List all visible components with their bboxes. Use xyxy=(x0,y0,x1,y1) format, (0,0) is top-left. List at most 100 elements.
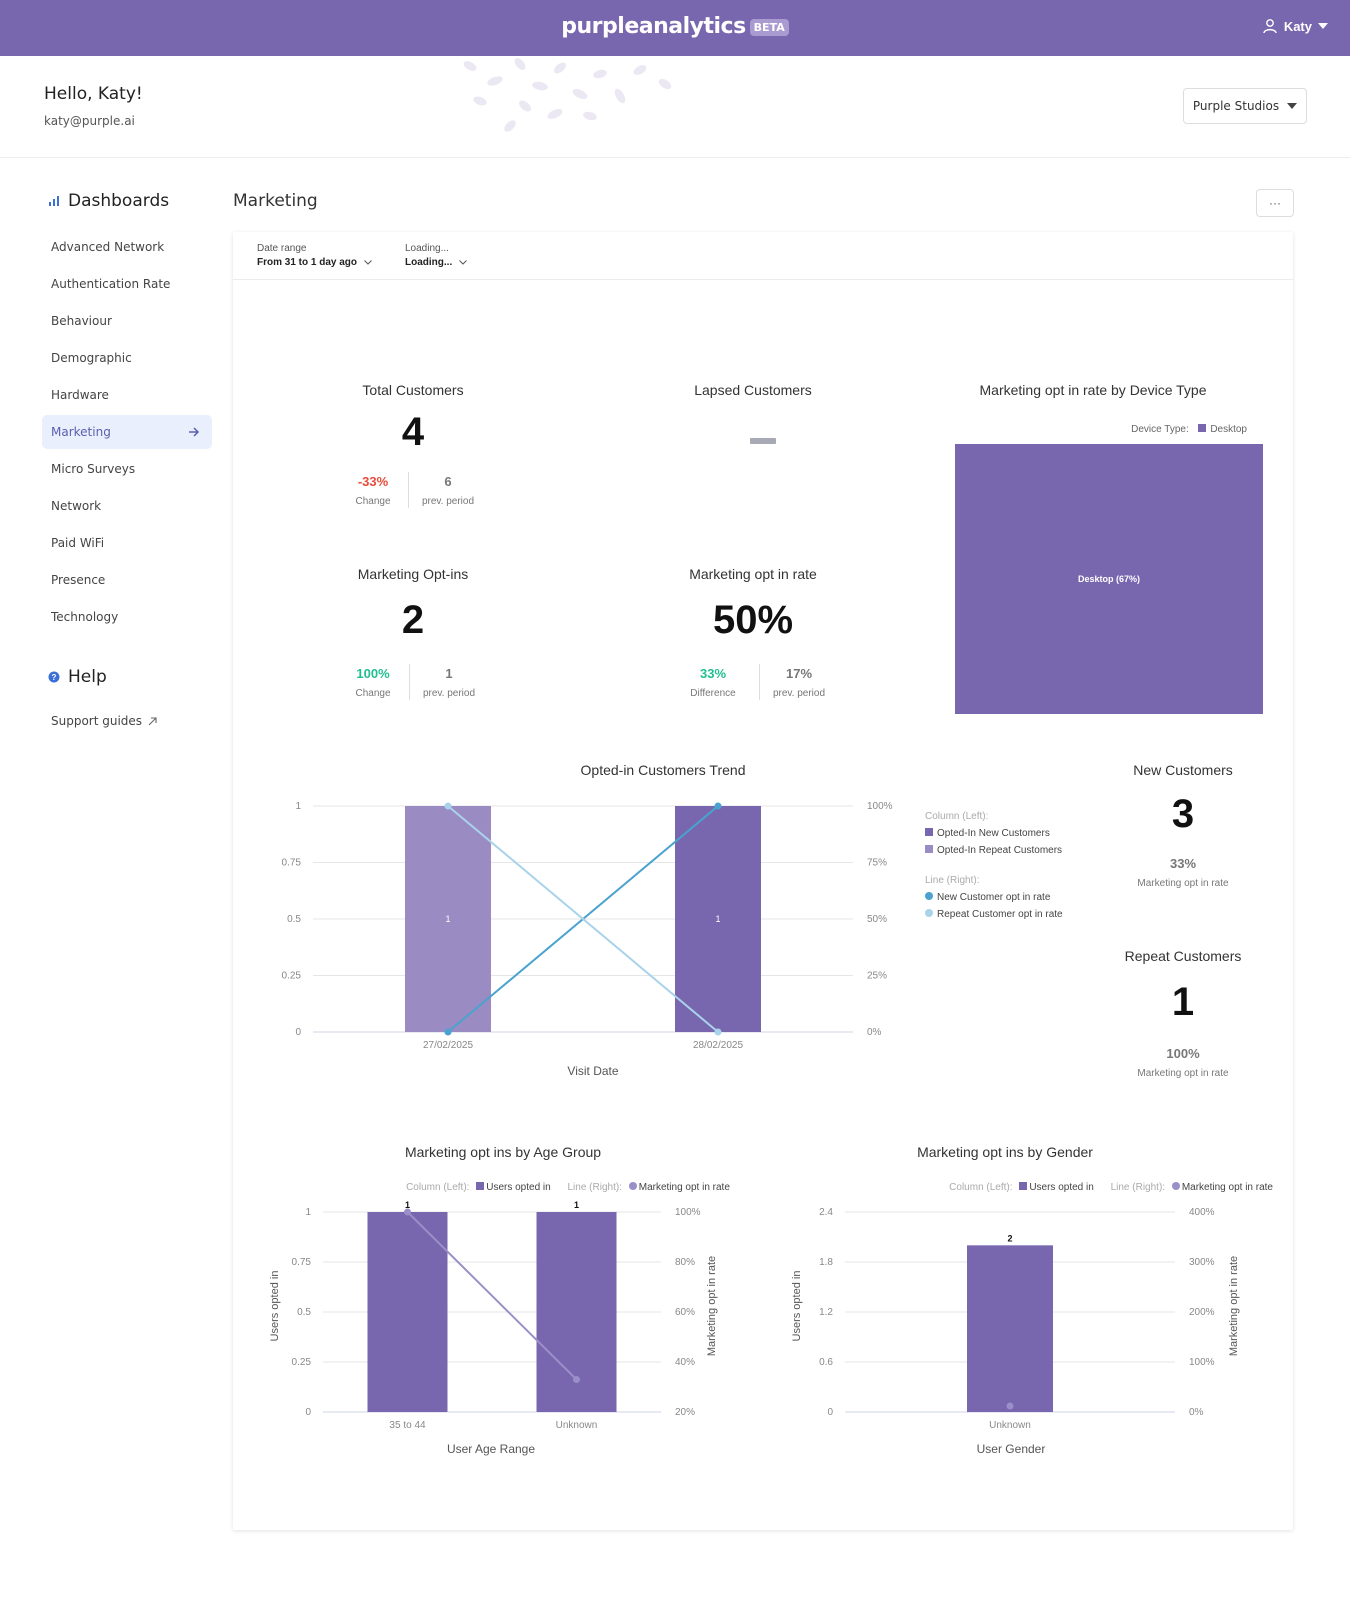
y2-tick-label: 100% xyxy=(675,1207,701,1218)
y2-tick-label: 200% xyxy=(1189,1307,1215,1318)
bar-value-label: 1 xyxy=(574,1200,579,1210)
legend-label[interactable]: Marketing opt in rate xyxy=(638,1182,730,1193)
org-selector[interactable]: Purple Studios xyxy=(1183,88,1307,124)
marketing-optins-prev-label: prev. period xyxy=(422,688,476,699)
sidebar-item-technology[interactable]: Technology xyxy=(42,600,212,634)
divider xyxy=(409,664,410,700)
line-point[interactable] xyxy=(573,1376,580,1383)
sidebar-item-label: Authentication Rate xyxy=(51,277,171,291)
dashboards-title: Dashboards xyxy=(68,191,170,211)
sidebar-item-label: Behaviour xyxy=(51,314,112,328)
x-tick-label: Unknown xyxy=(989,1420,1031,1431)
sidebar-item-paid-wifi[interactable]: Paid WiFi xyxy=(42,526,212,560)
trend-chart: 0 0% 0.25 25% 0.5 50% 0.75 75% 1 100% 27/02/2025 28… xyxy=(282,801,893,1078)
legend-item-repeat-rate[interactable]: Repeat Customer opt in rate xyxy=(925,906,1063,923)
page-title: Marketing xyxy=(233,191,318,211)
sidebar-item-presence[interactable]: Presence xyxy=(42,563,212,597)
legend-item-opted-in-new[interactable]: Opted-In New Customers xyxy=(925,825,1063,842)
divider xyxy=(408,472,409,508)
y-tick-label: 0.75 xyxy=(282,858,302,869)
x-axis-title: Visit Date xyxy=(567,1064,618,1078)
legend-label: Opted-In New Customers xyxy=(937,828,1050,839)
support-guides-link[interactable]: Support guides xyxy=(42,704,212,738)
logo[interactable]: purpleanalytics BETA xyxy=(0,14,1350,39)
legend-group-title: Line (Right): xyxy=(925,875,980,886)
sidebar-item-behaviour[interactable]: Behaviour xyxy=(42,304,212,338)
series-line[interactable] xyxy=(447,805,719,1033)
sidebar-nav: Advanced Network Authentication Rate Beh… xyxy=(42,230,212,634)
y-tick-label: 0.75 xyxy=(292,1257,312,1268)
org-selector-label: Purple Studios xyxy=(1192,99,1280,113)
x-tick-label: Unknown xyxy=(556,1420,598,1431)
dashboard-card: Date range From 31 to 1 day ago Loading.… xyxy=(233,232,1293,1530)
bar[interactable] xyxy=(405,806,491,1032)
legend-swatch xyxy=(476,1182,485,1190)
line-point[interactable] xyxy=(444,1028,452,1036)
legend-swatch xyxy=(925,909,933,917)
y-tick-label: 0.25 xyxy=(292,1357,312,1368)
legend-item-new-rate[interactable]: New Customer opt in rate xyxy=(925,889,1063,906)
y2-axis-title: Marketing opt in rate xyxy=(1228,1256,1240,1356)
user-menu[interactable]: Katy xyxy=(1262,18,1328,34)
legend-swatch xyxy=(925,845,933,853)
series-line[interactable] xyxy=(406,1211,578,1381)
top-bar: purpleanalytics BETA Katy xyxy=(0,0,1350,56)
legend-label[interactable]: Users opted in xyxy=(486,1182,551,1193)
line-point[interactable] xyxy=(714,802,722,810)
bar-value-label: 1 xyxy=(445,914,450,924)
total-customers-prev: 6 xyxy=(444,474,452,489)
sidebar-item-label: Technology xyxy=(51,610,119,624)
line-point[interactable] xyxy=(404,1208,411,1216)
repeat-customers-title: Repeat Customers xyxy=(1124,948,1242,964)
sidebar-item-authentication-rate[interactable]: Authentication Rate xyxy=(42,267,212,301)
legend-swatch xyxy=(925,828,933,836)
trend-chart-title: Opted-in Customers Trend xyxy=(580,762,746,778)
loading-filter[interactable]: Loading... Loading... xyxy=(405,243,467,268)
page-header: Hello, Katy! katy@purple.ai Purple Studi… xyxy=(0,56,1350,158)
date-range-filter[interactable]: Date range From 31 to 1 day ago xyxy=(257,243,372,268)
sidebar-item-label: Paid WiFi xyxy=(51,536,105,550)
sidebar-item-demographic[interactable]: Demographic xyxy=(42,341,212,375)
x-axis-title: User Age Range xyxy=(447,1442,535,1456)
treemap-tile-desktop[interactable] xyxy=(955,444,1263,714)
legend-label[interactable]: Marketing opt in rate xyxy=(1181,1182,1273,1193)
legend-item-opted-in-repeat[interactable]: Opted-In Repeat Customers xyxy=(925,842,1063,859)
y-tick-label: 0.6 xyxy=(819,1357,833,1368)
bar[interactable] xyxy=(967,1245,1053,1412)
y-axis-title: Users opted in xyxy=(269,1271,281,1342)
legend-group-title: Column (Left): xyxy=(406,1182,470,1193)
marketing-optins-change: 100% xyxy=(356,666,390,681)
y2-axis-title: Marketing opt in rate xyxy=(706,1256,718,1356)
sidebar-item-network[interactable]: Network xyxy=(42,489,212,523)
y2-tick-label: 25% xyxy=(867,971,887,982)
help-icon: ? xyxy=(48,671,60,683)
sidebar-item-advanced-network[interactable]: Advanced Network xyxy=(42,230,212,264)
bar[interactable] xyxy=(367,1212,448,1412)
user-icon xyxy=(1263,19,1277,34)
caret-down-icon xyxy=(1318,23,1328,29)
y2-tick-label: 75% xyxy=(867,858,887,869)
bar[interactable] xyxy=(675,806,761,1032)
greeting: Hello, Katy! xyxy=(44,84,143,104)
sidebar-item-marketing[interactable]: Marketing xyxy=(42,415,212,449)
sidebar-item-hardware[interactable]: Hardware xyxy=(42,378,212,412)
more-options-button[interactable]: ··· xyxy=(1256,189,1294,217)
total-customers-title: Total Customers xyxy=(362,382,464,398)
y-axis-title: Users opted in xyxy=(791,1271,803,1342)
line-point[interactable] xyxy=(714,1028,722,1036)
sidebar-item-label: Presence xyxy=(51,573,106,587)
total-customers-change: -33% xyxy=(357,474,389,489)
line-point[interactable] xyxy=(1006,1402,1014,1410)
legend-label: New Customer opt in rate xyxy=(937,892,1051,903)
sidebar-item-micro-surveys[interactable]: Micro Surveys xyxy=(42,452,212,486)
device-legend-item[interactable]: Desktop xyxy=(1210,424,1247,435)
marketing-optins-title: Marketing Opt-ins xyxy=(357,566,469,582)
line-point[interactable] xyxy=(444,802,452,810)
y2-tick-label: 20% xyxy=(675,1407,695,1418)
optin-rate-prev-label: prev. period xyxy=(772,688,826,699)
legend-group-title: Column (Left): xyxy=(925,811,989,822)
legend-label[interactable]: Users opted in xyxy=(1029,1182,1094,1193)
loading-filter-value-row: Loading... xyxy=(405,257,467,268)
legend-swatch xyxy=(628,1182,637,1190)
new-customers-value: 3 xyxy=(1171,792,1195,836)
